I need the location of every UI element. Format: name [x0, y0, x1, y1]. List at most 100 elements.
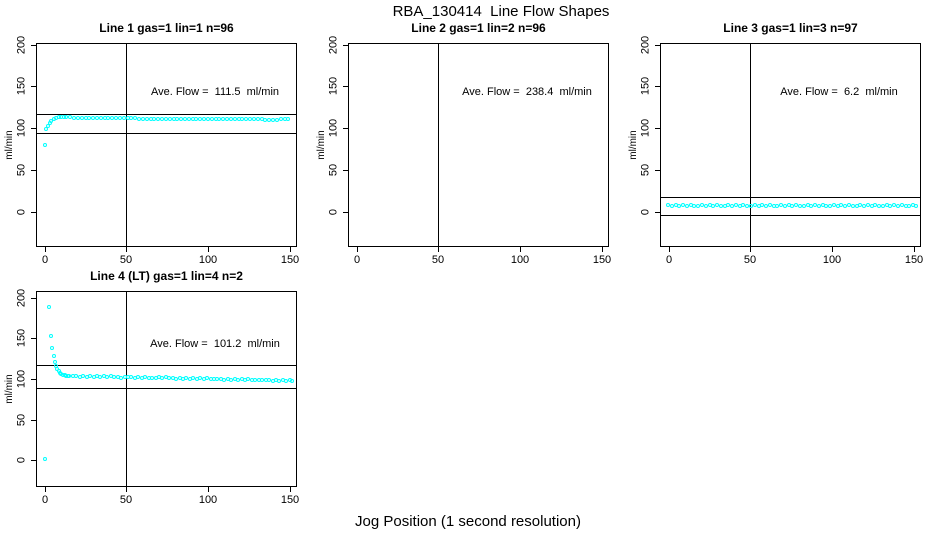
data-point	[289, 378, 294, 383]
data-point	[267, 117, 272, 122]
data-point	[228, 117, 233, 122]
data-point	[286, 117, 291, 122]
x-tick	[126, 247, 127, 252]
panel-title: Line 3 gas=1 lin=3 n=97	[723, 21, 858, 35]
data-point	[83, 115, 88, 120]
x-tick-label: 0	[665, 254, 673, 266]
y-tick	[655, 212, 660, 213]
x-tick-label: 50	[431, 254, 445, 266]
x-tick	[290, 487, 291, 492]
y-tick	[343, 86, 348, 87]
y-tick-label: 200	[15, 35, 28, 55]
data-point	[666, 203, 671, 208]
data-point	[854, 203, 859, 208]
y-tick-label: 50	[327, 163, 340, 177]
data-point	[236, 117, 241, 122]
data-point	[42, 456, 47, 461]
data-point	[722, 203, 727, 208]
vline-jog-50	[438, 43, 439, 247]
y-tick	[655, 86, 660, 87]
data-point	[764, 203, 769, 208]
plot-box	[36, 291, 297, 487]
data-point	[140, 116, 145, 121]
y-tick-label: 200	[15, 288, 28, 308]
data-point	[843, 203, 848, 208]
x-tick-label: 0	[41, 494, 49, 506]
y-tick	[31, 86, 36, 87]
hline-flow-band	[36, 365, 297, 366]
y-tick	[31, 170, 36, 171]
data-point	[913, 203, 918, 208]
y-tick	[655, 128, 660, 129]
data-point	[160, 116, 165, 121]
data-point	[232, 117, 237, 122]
data-point	[869, 203, 874, 208]
x-tick-label: 50	[119, 494, 133, 506]
hline-flow-band	[36, 133, 297, 134]
data-point	[892, 203, 897, 208]
x-tick-label: 100	[822, 254, 842, 266]
data-point	[699, 203, 704, 208]
data-point	[782, 203, 787, 208]
data-point	[752, 203, 757, 208]
data-point	[255, 117, 260, 122]
data-point	[745, 203, 750, 208]
y-tick-label: 50	[639, 163, 652, 177]
y-axis-label: ml/min	[4, 374, 15, 404]
data-point	[79, 115, 84, 120]
data-point	[248, 117, 253, 122]
data-point	[880, 203, 885, 208]
data-point	[186, 117, 191, 121]
data-point	[209, 117, 214, 122]
data-point	[91, 115, 96, 120]
data-point	[64, 115, 69, 120]
data-point	[896, 203, 901, 208]
data-point	[217, 117, 222, 122]
data-point	[711, 203, 716, 208]
x-tick	[126, 487, 127, 492]
hline-flow-band	[660, 215, 921, 216]
data-point	[907, 203, 912, 208]
data-point	[282, 117, 287, 122]
data-point	[816, 203, 821, 208]
data-point	[771, 203, 776, 208]
x-tick	[914, 247, 915, 252]
data-point	[733, 203, 738, 208]
x-tick-label: 50	[119, 254, 133, 266]
data-point	[163, 116, 168, 121]
x-tick	[602, 247, 603, 252]
data-point	[102, 116, 107, 121]
data-point	[117, 116, 122, 121]
data-point	[858, 203, 863, 208]
x-tick	[290, 247, 291, 252]
data-point	[726, 203, 731, 208]
y-axis-label: ml/min	[628, 130, 639, 160]
data-point	[198, 117, 203, 122]
data-point	[911, 203, 916, 208]
data-point	[56, 115, 61, 120]
data-point	[51, 353, 56, 358]
x-tick-label: 150	[280, 254, 300, 266]
data-point	[137, 116, 142, 121]
y-tick	[31, 128, 36, 129]
data-point	[94, 115, 99, 120]
x-tick	[357, 247, 358, 252]
plot-box	[36, 43, 297, 247]
data-point	[183, 117, 188, 121]
data-point	[152, 116, 157, 121]
panel-title: Line 4 (LT) gas=1 lin=4 n=2	[90, 269, 243, 283]
data-point	[251, 117, 256, 122]
data-point	[760, 203, 765, 208]
y-tick	[31, 298, 36, 299]
data-point	[669, 203, 674, 208]
y-tick	[31, 379, 36, 380]
y-tick-label: 0	[327, 208, 340, 216]
x-tick-label: 150	[592, 254, 612, 266]
data-point	[737, 203, 742, 208]
x-tick	[208, 487, 209, 492]
data-point	[873, 203, 878, 208]
data-point	[148, 116, 153, 121]
data-point	[52, 359, 57, 364]
data-point	[156, 116, 161, 121]
data-point	[205, 117, 210, 122]
